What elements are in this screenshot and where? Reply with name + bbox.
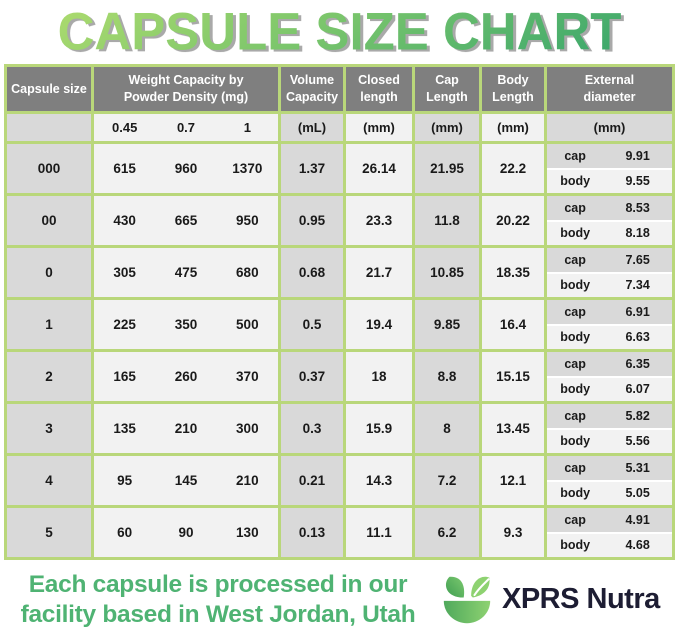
external-cap-row: cap 6.91 [547,300,672,324]
external-body-row: body 8.18 [547,221,672,245]
units-body: (mm) [482,114,544,141]
cell-volume: 0.13 [281,508,343,557]
cell-closed-length: 18 [346,352,412,401]
cell-closed-length: 21.7 [346,248,412,297]
density-045: 0.45 [112,120,138,135]
cell-cap-length: 10.85 [415,248,479,297]
cell-weights: 135 210 300 [94,404,278,453]
bowl-leaf-icon [443,576,491,624]
external-cap-row: cap 7.65 [547,248,672,272]
page-title: CAPSULE SIZE CHART [57,1,622,62]
cell-volume: 1.37 [281,144,343,193]
cell-external-diameter: cap 6.35 body 6.07 [547,352,672,401]
cell-cap-length: 11.8 [415,196,479,245]
cell-volume: 0.68 [281,248,343,297]
cell-cap-length: 9.85 [415,300,479,349]
header-external-diameter: External diameter [547,67,672,111]
external-body-row: body 9.55 [547,169,672,193]
cell-body-length: 22.2 [482,144,544,193]
cell-capsule-size: 2 [7,352,91,401]
external-cap-row: cap 8.53 [547,196,672,220]
header-weight-capacity: Weight Capacity by Powder Density (mg) [94,67,278,111]
header-body-length: Body Length [482,67,544,111]
brand-logo: XPRS Nutra [438,572,660,628]
header-capsule-size: Capsule size [7,67,91,111]
external-cap-row: cap 9.91 [547,144,672,168]
cell-cap-length: 8.8 [415,352,479,401]
cell-closed-length: 23.3 [346,196,412,245]
external-body-row: body 6.07 [547,377,672,401]
external-cap-row: cap 6.35 [547,352,672,376]
cell-capsule-size: 4 [7,456,91,505]
cell-body-length: 12.1 [482,456,544,505]
cell-closed-length: 11.1 [346,508,412,557]
cell-body-length: 18.35 [482,248,544,297]
units-cap: (mm) [415,114,479,141]
cell-weights: 95 145 210 [94,456,278,505]
capsule-size-table: Capsule size Weight Capacity by Powder D… [4,64,675,560]
external-cap-row: cap 5.82 [547,404,672,428]
cell-external-diameter: cap 9.91 body 9.55 [547,144,672,193]
cell-capsule-size: 000 [7,144,91,193]
cell-capsule-size: 5 [7,508,91,557]
external-body-row: body 5.05 [547,481,672,505]
cell-weights: 615 960 1370 [94,144,278,193]
cell-volume: 0.5 [281,300,343,349]
cell-volume: 0.37 [281,352,343,401]
brand-name: XPRS Nutra [502,583,660,616]
units-external: (mm) [547,114,672,141]
cell-volume: 0.21 [281,456,343,505]
cell-body-length: 15.15 [482,352,544,401]
footer-tagline: Each capsule is processed in our facilit… [20,571,416,628]
footer: Each capsule is processed in our facilit… [0,560,679,630]
cell-closed-length: 14.3 [346,456,412,505]
cell-weights: 430 665 950 [94,196,278,245]
cell-cap-length: 6.2 [415,508,479,557]
cell-closed-length: 19.4 [346,300,412,349]
cell-capsule-size: 3 [7,404,91,453]
cell-external-diameter: cap 4.91 body 4.68 [547,508,672,557]
cell-external-diameter: cap 5.82 body 5.56 [547,404,672,453]
density-07: 0.7 [176,120,196,135]
external-body-row: body 6.63 [547,325,672,349]
cell-closed-length: 26.14 [346,144,412,193]
cell-external-diameter: cap 7.65 body 7.34 [547,248,672,297]
cell-weights: 305 475 680 [94,248,278,297]
cell-body-length: 13.45 [482,404,544,453]
cell-body-length: 9.3 [482,508,544,557]
external-body-row: body 7.34 [547,273,672,297]
header-cap-length: Cap Length [415,67,479,111]
cell-cap-length: 21.95 [415,144,479,193]
density-1: 1 [243,120,251,135]
external-body-row: body 5.56 [547,429,672,453]
units-densities: 0.45 0.7 1 [94,114,278,141]
cell-body-length: 20.22 [482,196,544,245]
cell-cap-length: 7.2 [415,456,479,505]
cell-external-diameter: cap 8.53 body 8.18 [547,196,672,245]
cell-external-diameter: cap 5.31 body 5.05 [547,456,672,505]
units-volume: (mL) [281,114,343,141]
cell-weights: 60 90 130 [94,508,278,557]
header-volume-capacity: Volume Capacity [281,67,343,111]
header-closed-length: Closed length [346,67,412,111]
cell-capsule-size: 00 [7,196,91,245]
cell-cap-length: 8 [415,404,479,453]
units-closed: (mm) [346,114,412,141]
cell-body-length: 16.4 [482,300,544,349]
cell-weights: 225 350 500 [94,300,278,349]
external-cap-row: cap 5.31 [547,456,672,480]
cell-capsule-size: 1 [7,300,91,349]
external-cap-row: cap 4.91 [547,508,672,532]
title-wrap: CAPSULE SIZE CHART [0,0,679,62]
cell-closed-length: 15.9 [346,404,412,453]
cell-external-diameter: cap 6.91 body 6.63 [547,300,672,349]
cell-volume: 0.95 [281,196,343,245]
cell-capsule-size: 0 [7,248,91,297]
external-body-row: body 4.68 [547,533,672,557]
cell-weights: 165 260 370 [94,352,278,401]
units-capsule-size-blank [7,114,91,141]
cell-volume: 0.3 [281,404,343,453]
